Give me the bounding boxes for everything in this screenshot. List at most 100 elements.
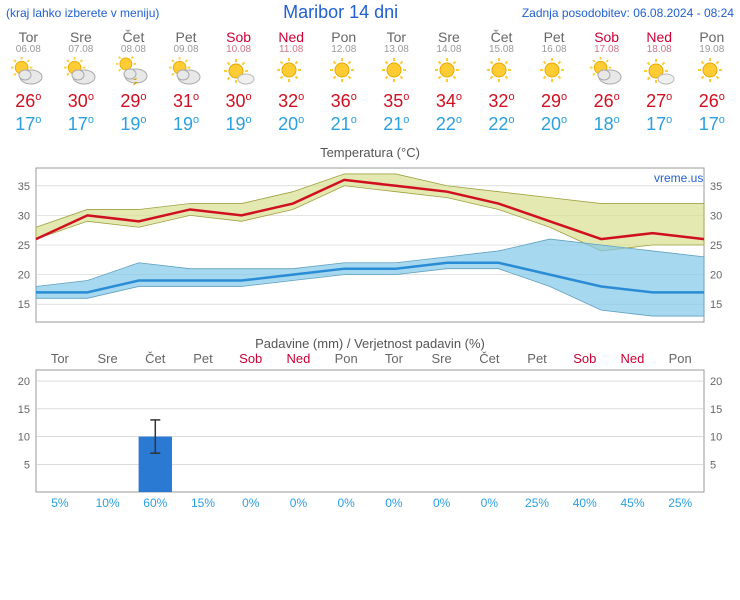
weather-icon <box>423 55 476 89</box>
temp-high: 32o <box>475 91 528 112</box>
forecast-col: Pet16.0829o20o <box>528 25 581 135</box>
day-name: Pon <box>686 25 739 45</box>
temp-low: 17o <box>55 114 108 135</box>
weather-icon <box>55 55 108 89</box>
precip-probability: 0% <box>275 496 323 510</box>
temp-high: 31o <box>160 91 213 112</box>
forecast-col: Sob17.0826o18o <box>580 25 633 135</box>
precip-probability: 0% <box>418 496 466 510</box>
weather-icon <box>475 55 528 89</box>
precip-day-name: Čet <box>465 351 513 366</box>
forecast-col: Tor13.0835o21o <box>370 25 423 135</box>
weather-icon <box>528 55 581 89</box>
day-date: 14.08 <box>423 44 476 55</box>
day-name: Čet <box>107 25 160 45</box>
svg-text:20: 20 <box>710 270 722 282</box>
day-name: Sob <box>580 25 633 45</box>
temp-low: 19o <box>160 114 213 135</box>
temp-low: 21o <box>370 114 423 135</box>
forecast-col: Pon12.0836o21o <box>317 25 370 135</box>
svg-text:vreme.us: vreme.us <box>654 171 703 185</box>
temp-high: 27o <box>633 91 686 112</box>
day-date: 18.08 <box>633 44 686 55</box>
svg-text:35: 35 <box>18 181 30 193</box>
day-name: Sre <box>423 25 476 45</box>
day-date: 07.08 <box>55 44 108 55</box>
precip-chart: 5 5 10 10 15 15 20 20 <box>0 366 740 496</box>
forecast-col: Sob10.0830o19o <box>212 25 265 135</box>
day-date: 06.08 <box>2 44 55 55</box>
temp-low: 22o <box>423 114 476 135</box>
temp-high: 32o <box>265 91 318 112</box>
weather-icon <box>580 55 633 89</box>
page-title: Maribor 14 dni <box>283 2 398 23</box>
weather-icon <box>2 55 55 89</box>
day-date: 11.08 <box>265 44 318 55</box>
svg-text:30: 30 <box>710 210 722 222</box>
temp-high: 26o <box>2 91 55 112</box>
precip-chart-title: Padavine (mm) / Verjetnost padavin (%) <box>0 336 740 351</box>
precip-probability: 0% <box>465 496 513 510</box>
location-hint: (kraj lahko izberete v meniju) <box>6 6 159 20</box>
day-date: 08.08 <box>107 44 160 55</box>
day-date: 15.08 <box>475 44 528 55</box>
precip-probability: 45% <box>609 496 657 510</box>
precip-day-name: Sob <box>227 351 275 366</box>
precip-probability: 40% <box>561 496 609 510</box>
precip-probability: 0% <box>322 496 370 510</box>
precip-probability: 60% <box>131 496 179 510</box>
day-date: 19.08 <box>686 44 739 55</box>
day-name: Sre <box>55 25 108 45</box>
day-name: Pon <box>317 25 370 45</box>
weather-icon <box>160 55 213 89</box>
temp-low: 19o <box>212 114 265 135</box>
temp-high: 36o <box>317 91 370 112</box>
svg-text:15: 15 <box>710 404 722 416</box>
day-name: Ned <box>633 25 686 45</box>
forecast-col: Ned18.0827o17o <box>633 25 686 135</box>
precip-probability: 15% <box>179 496 227 510</box>
svg-text:5: 5 <box>710 459 716 471</box>
day-date: 10.08 <box>212 44 265 55</box>
precip-day-name: Tor <box>36 351 84 366</box>
temp-high: 26o <box>580 91 633 112</box>
temp-high: 35o <box>370 91 423 112</box>
svg-text:15: 15 <box>18 404 30 416</box>
temp-low: 22o <box>475 114 528 135</box>
temp-high: 29o <box>528 91 581 112</box>
probability-row: 5%10%60%15%0%0%0%0%0%0%25%40%45%25% <box>0 496 740 510</box>
precip-probability: 0% <box>227 496 275 510</box>
forecast-col: Sre14.08 34o22o <box>423 25 476 135</box>
precip-day-name: Pon <box>322 351 370 366</box>
svg-text:35: 35 <box>710 181 722 193</box>
precip-day-name: Ned <box>275 351 323 366</box>
forecast-col: Čet15.0832o22o <box>475 25 528 135</box>
day-name: Tor <box>2 25 55 45</box>
day-date: 09.08 <box>160 44 213 55</box>
forecast-col: Pet09.08 31o19o <box>160 25 213 135</box>
day-name: Pet <box>160 25 213 45</box>
svg-text:5: 5 <box>24 459 30 471</box>
precip-day-name: Pet <box>179 351 227 366</box>
forecast-col: Pon19.0826o17o <box>686 25 739 135</box>
svg-text:25: 25 <box>18 240 30 252</box>
svg-text:10: 10 <box>710 432 722 444</box>
svg-text:30: 30 <box>18 210 30 222</box>
last-update: Zadnja posodobitev: 06.08.2024 - 08:24 <box>522 6 734 20</box>
svg-text:20: 20 <box>710 376 722 388</box>
temp-low: 18o <box>580 114 633 135</box>
temp-high: 30o <box>212 91 265 112</box>
precip-day-name: Čet <box>131 351 179 366</box>
weather-icon <box>686 55 739 89</box>
forecast-col: Čet08.0829o19o <box>107 25 160 135</box>
temp-high: 34o <box>423 91 476 112</box>
forecast-col: Ned11.0832o20o <box>265 25 318 135</box>
svg-text:20: 20 <box>18 376 30 388</box>
temp-low: 20o <box>528 114 581 135</box>
svg-text:10: 10 <box>18 432 30 444</box>
precip-probability: 25% <box>513 496 561 510</box>
precip-day-name: Sob <box>561 351 609 366</box>
weather-icon <box>107 55 160 89</box>
temp-low: 17o <box>686 114 739 135</box>
precip-day-name: Sre <box>418 351 466 366</box>
